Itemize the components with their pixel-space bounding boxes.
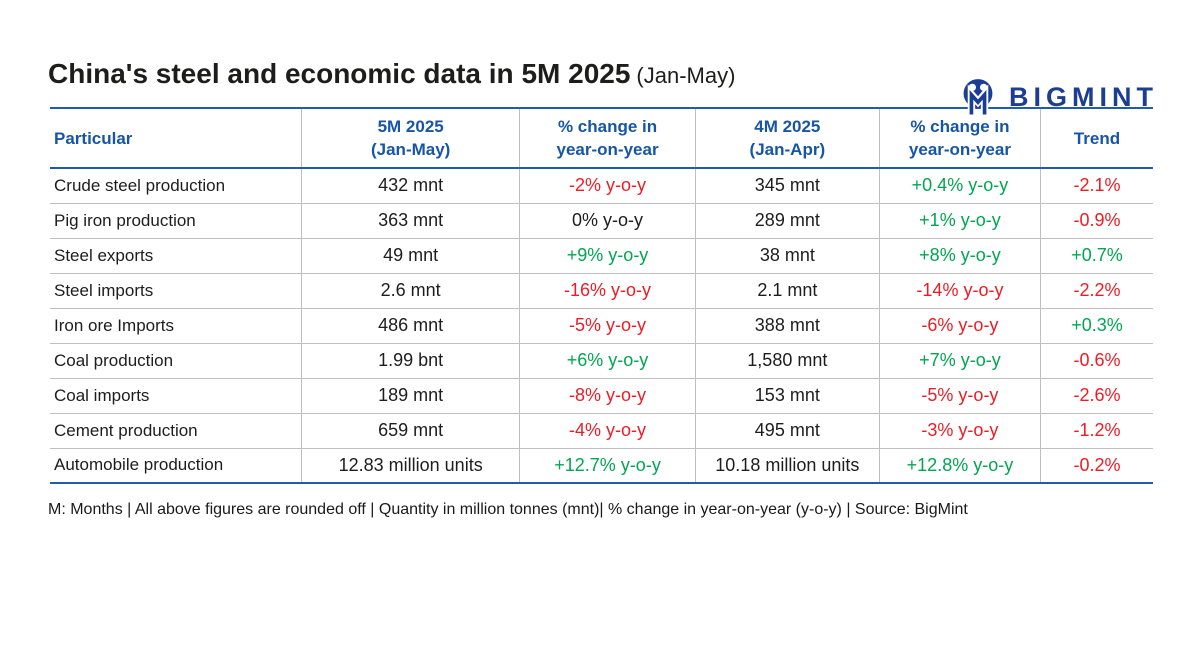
- trend-cell: +0.3%: [1039, 307, 1153, 343]
- value-5m-cell: 1.99 bnt: [300, 342, 520, 378]
- table-row: Coal imports 189 mnt -8% y-o-y 153 mnt -…: [50, 377, 1153, 413]
- trend-cell: -0.6%: [1039, 342, 1153, 378]
- change-5m-cell: +6% y-o-y: [519, 342, 696, 378]
- change-4m-cell: +1% y-o-y: [878, 202, 1041, 238]
- change-4m-cell: +12.8% y-o-y: [878, 447, 1041, 483]
- bigmint-logo-icon: [963, 79, 993, 115]
- particular-cell: Cement production: [50, 412, 302, 448]
- change-4m-cell: +7% y-o-y: [878, 342, 1041, 378]
- particular-cell: Steel exports: [50, 237, 302, 273]
- col-header-trend: Trend: [1039, 108, 1153, 168]
- change-5m-cell: -8% y-o-y: [519, 377, 696, 413]
- trend-cell: +0.7%: [1039, 237, 1153, 273]
- change-4m-cell: -6% y-o-y: [878, 307, 1041, 343]
- value-4m-cell: 38 mnt: [694, 237, 880, 273]
- particular-cell: Coal imports: [50, 377, 302, 413]
- change-5m-cell: -4% y-o-y: [519, 412, 696, 448]
- trend-cell: -2.6%: [1039, 377, 1153, 413]
- brand-name: BIGMINT: [1009, 81, 1158, 112]
- value-5m-cell: 12.83 million units: [300, 447, 520, 483]
- value-4m-cell: 345 mnt: [694, 167, 880, 203]
- change-5m-cell: 0% y-o-y: [519, 202, 696, 238]
- table-row: Iron ore Imports 486 mnt -5% y-o-y 388 m…: [50, 307, 1153, 343]
- table-row: Coal production 1.99 bnt +6% y-o-y 1,580…: [50, 342, 1153, 378]
- change-5m-cell: -16% y-o-y: [519, 272, 696, 308]
- value-5m-cell: 49 mnt: [300, 237, 520, 273]
- col-header-4m-2025: 4M 2025 (Jan-Apr): [694, 108, 880, 168]
- change-4m-cell: +0.4% y-o-y: [878, 167, 1041, 203]
- title-suffix: (Jan-May): [636, 63, 736, 88]
- title-main: China's steel and economic data in 5M 20…: [48, 58, 631, 89]
- bigmint-logo: BIGMINT: [957, 74, 1158, 120]
- footnote: M: Months | All above figures are rounde…: [48, 501, 968, 518]
- value-5m-cell: 659 mnt: [300, 412, 520, 448]
- particular-cell: Pig iron production: [50, 202, 302, 238]
- table-row: Steel imports 2.6 mnt -16% y-o-y 2.1 mnt…: [50, 272, 1153, 308]
- trend-cell: -0.9%: [1039, 202, 1153, 238]
- table-row: Steel exports 49 mnt +9% y-o-y 38 mnt +8…: [50, 237, 1153, 273]
- value-4m-cell: 1,580 mnt: [694, 342, 880, 378]
- table-row: Cement production 659 mnt -4% y-o-y 495 …: [50, 412, 1153, 448]
- trend-cell: -2.1%: [1039, 167, 1153, 203]
- particular-cell: Coal production: [50, 342, 302, 378]
- value-5m-cell: 363 mnt: [300, 202, 520, 238]
- value-4m-cell: 289 mnt: [694, 202, 880, 238]
- value-5m-cell: 486 mnt: [300, 307, 520, 343]
- change-4m-cell: +8% y-o-y: [878, 237, 1041, 273]
- particular-cell: Crude steel production: [50, 167, 302, 203]
- table-row: Pig iron production 363 mnt 0% y-o-y 289…: [50, 202, 1153, 238]
- change-5m-cell: -2% y-o-y: [519, 167, 696, 203]
- value-4m-cell: 388 mnt: [694, 307, 880, 343]
- particular-cell: Steel imports: [50, 272, 302, 308]
- col-header-change-4m: % change in year-on-year: [878, 108, 1041, 168]
- col-header-particular: Particular: [54, 128, 133, 148]
- col-header-change-5m: % change in year-on-year: [519, 108, 696, 168]
- change-4m-cell: -5% y-o-y: [878, 377, 1041, 413]
- change-5m-cell: -5% y-o-y: [519, 307, 696, 343]
- col-header-5m-2025: 5M 2025 (Jan-May): [300, 108, 520, 168]
- data-table: Particular 5M 2025 (Jan-May) % change in y…: [50, 107, 1153, 484]
- change-5m-cell: +9% y-o-y: [519, 237, 696, 273]
- change-4m-cell: -3% y-o-y: [878, 412, 1041, 448]
- header-row: Particular 5M 2025 (Jan-May) % change in y…: [50, 108, 1153, 168]
- change-4m-cell: -14% y-o-y: [878, 272, 1041, 308]
- value-4m-cell: 2.1 mnt: [694, 272, 880, 308]
- trend-cell: -2.2%: [1039, 272, 1153, 308]
- value-5m-cell: 2.6 mnt: [300, 272, 520, 308]
- trend-cell: -0.2%: [1039, 447, 1153, 483]
- value-4m-cell: 495 mnt: [694, 412, 880, 448]
- particular-cell: Iron ore Imports: [50, 307, 302, 343]
- value-5m-cell: 432 mnt: [300, 167, 520, 203]
- table-row: Crude steel production 432 mnt -2% y-o-y…: [50, 167, 1153, 203]
- change-5m-cell: +12.7% y-o-y: [519, 447, 696, 483]
- value-5m-cell: 189 mnt: [300, 377, 520, 413]
- table-row: Automobile production 12.83 million unit…: [50, 447, 1153, 483]
- page-title: China's steel and economic data in 5M 20…: [48, 56, 1200, 94]
- trend-cell: -1.2%: [1039, 412, 1153, 448]
- particular-cell: Automobile production: [50, 447, 302, 483]
- value-4m-cell: 153 mnt: [694, 377, 880, 413]
- value-4m-cell: 10.18 million units: [694, 447, 880, 483]
